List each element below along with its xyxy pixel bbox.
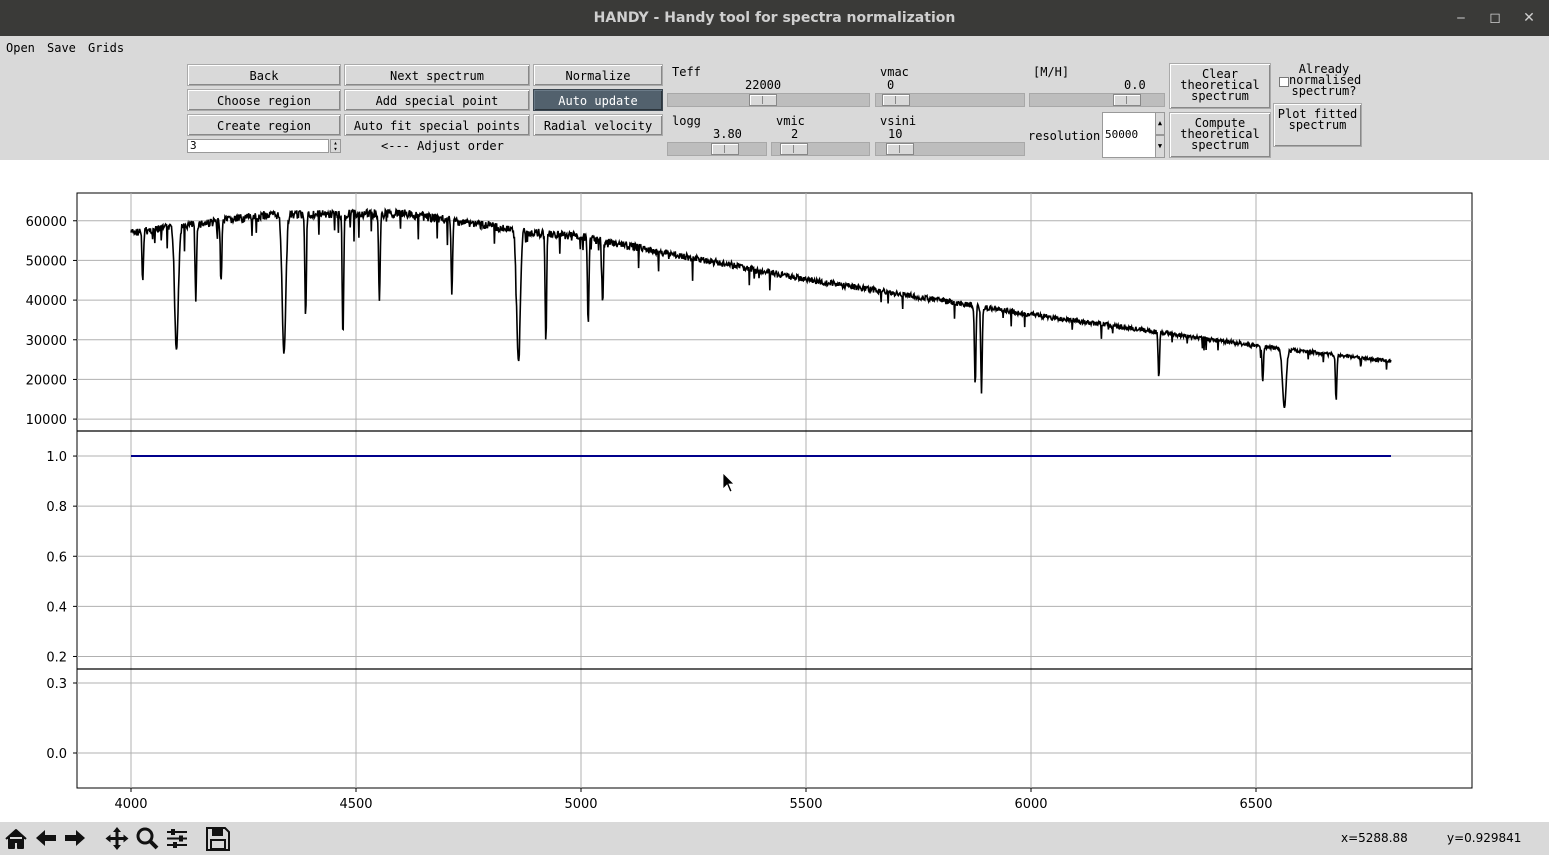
x-tick-label: 4000 (114, 797, 147, 812)
y-tick-label: 0.3 (46, 677, 67, 692)
choose-region-button[interactable]: Choose region (187, 89, 341, 111)
y-tick-label: 10000 (26, 413, 67, 428)
grid-lines (73, 193, 1472, 792)
vmac-slider[interactable] (875, 93, 1025, 107)
panel-dividers (77, 430, 1472, 670)
spectrum-chart[interactable]: 10000 20000 30000 40000 50000 60000 0.2 0.4 0.6 0… (0, 160, 1549, 822)
already-normalised-checkbox[interactable] (1279, 77, 1289, 87)
y-tick-label: 20000 (26, 373, 67, 388)
title-bar: HANDY - Handy tool for spectra normaliza… (0, 0, 1549, 36)
y-tick-label: 0.8 (46, 500, 67, 515)
forward-arrow-icon[interactable] (61, 825, 89, 852)
logg-slider-handle[interactable] (711, 143, 739, 155)
x-tick-labels: 4000 4500 5000 5500 6000 6500 (114, 797, 1272, 812)
x-tick-label: 6000 (1014, 797, 1047, 812)
auto-update-button[interactable]: Auto update (533, 89, 663, 111)
vsini-slider[interactable] (875, 142, 1025, 156)
menu-save[interactable]: Save (47, 41, 76, 55)
window-title: HANDY - Handy tool for spectra normaliza… (593, 10, 956, 26)
menu-bar: Open Save Grids (0, 36, 1549, 62)
vsini-label: vsini (880, 114, 917, 128)
logg-label: logg (672, 114, 701, 128)
close-button[interactable]: ✕ (1523, 10, 1535, 26)
order-input[interactable]: 3 (187, 139, 329, 153)
plot-area[interactable]: 10000 20000 30000 40000 50000 60000 0.2 0.4 0.6 0… (0, 160, 1549, 822)
y-tick-label: 40000 (26, 294, 67, 309)
teff-slider[interactable] (667, 93, 870, 107)
create-region-button[interactable]: Create region (187, 114, 341, 136)
add-special-point-button[interactable]: Add special point (344, 89, 530, 111)
y-tick-label: 60000 (26, 215, 67, 230)
cursor-y-readout: y=0.929841 (1447, 831, 1522, 845)
cursor-shape (722, 472, 735, 493)
plot-fitted-spectrum-button[interactable]: Plot fitted spectrum (1273, 103, 1362, 147)
teff-value: 22000 (745, 78, 782, 92)
x-tick-label: 5000 (564, 797, 597, 812)
minimize-button[interactable]: ‒ (1456, 10, 1466, 26)
x-tick-label: 4500 (339, 797, 372, 812)
vsini-slider-handle[interactable] (886, 143, 914, 155)
radial-velocity-button[interactable]: Radial velocity (533, 114, 663, 136)
cursor-x-readout: x=5288.88 (1341, 831, 1408, 845)
x-tick-label: 5500 (789, 797, 822, 812)
plot-frame (76, 192, 1473, 789)
resolution-label: resolution (1028, 129, 1101, 143)
y-tick-label: 30000 (26, 334, 67, 349)
already-normalised-label: Already normalised spectrum? (1289, 62, 1362, 98)
vmac-value: 0 (887, 78, 895, 92)
vmac-slider-handle[interactable] (882, 94, 910, 106)
vmic-slider[interactable] (771, 142, 870, 156)
control-panel: Back Choose region Create region 3 ▴ ▾ Ne… (0, 62, 1549, 160)
y-tick-label: 0.6 (46, 550, 67, 565)
mh-slider[interactable] (1029, 93, 1165, 107)
mh-label: [M/H] (1033, 65, 1070, 79)
x-tick-label: 6500 (1239, 797, 1272, 812)
pan-icon[interactable] (103, 825, 131, 852)
menu-open[interactable]: Open (6, 41, 35, 55)
resolution-decrease-button[interactable]: ▼ (1155, 135, 1165, 158)
y-tick-label: 0.0 (46, 747, 67, 762)
resolution-increase-button[interactable]: ▲ (1155, 112, 1165, 135)
logg-slider[interactable] (667, 142, 767, 156)
y-tick-label: 0.4 (46, 600, 67, 615)
vmic-slider-handle[interactable] (780, 143, 808, 155)
back-arrow-icon[interactable] (32, 825, 60, 852)
teff-slider-handle[interactable] (749, 94, 777, 106)
configure-subplots-icon[interactable] (163, 825, 191, 852)
mh-value: 0.0 (1124, 78, 1146, 92)
clear-theoretical-spectrum-button[interactable]: Clear theoretical spectrum (1169, 63, 1271, 109)
y-tick-label: 0.2 (46, 650, 67, 665)
mh-slider-handle[interactable] (1113, 94, 1141, 106)
maximize-button[interactable]: ◻ (1489, 10, 1501, 26)
compute-theoretical-spectrum-button[interactable]: Compute theoretical spectrum (1169, 112, 1271, 158)
normalize-button[interactable]: Normalize (533, 64, 663, 86)
spectrum-line (130, 207, 1392, 408)
vmic-value: 2 (791, 127, 799, 141)
teff-label: Teff (672, 65, 701, 79)
vmic-label: vmic (776, 114, 805, 128)
navigation-toolbar: x=5288.88 y=0.929841 (0, 822, 1549, 855)
mouse-cursor-icon (722, 472, 735, 493)
vsini-value: 10 (888, 127, 903, 141)
next-spectrum-button[interactable]: Next spectrum (344, 64, 530, 86)
auto-fit-special-points-button[interactable]: Auto fit special points (344, 114, 530, 136)
adjust-order-hint: <--- Adjust order (381, 139, 504, 153)
y-tick-label: 50000 (26, 254, 67, 269)
y-tick-labels: 10000 20000 30000 40000 50000 60000 0.2 0.4 0.6 0… (26, 215, 67, 762)
order-spinner[interactable]: ▴ ▾ (330, 139, 341, 153)
zoom-icon[interactable] (133, 825, 161, 852)
home-icon[interactable] (2, 825, 30, 852)
back-button[interactable]: Back (187, 64, 341, 86)
y-tick-label: 1.0 (46, 450, 67, 465)
save-figure-icon[interactable] (204, 825, 232, 852)
vmac-label: vmac (880, 65, 909, 79)
spectrum-series (130, 207, 1392, 408)
menu-grids[interactable]: Grids (88, 41, 125, 55)
resolution-input[interactable]: 50000 (1102, 112, 1156, 158)
logg-value: 3.80 (713, 127, 742, 141)
